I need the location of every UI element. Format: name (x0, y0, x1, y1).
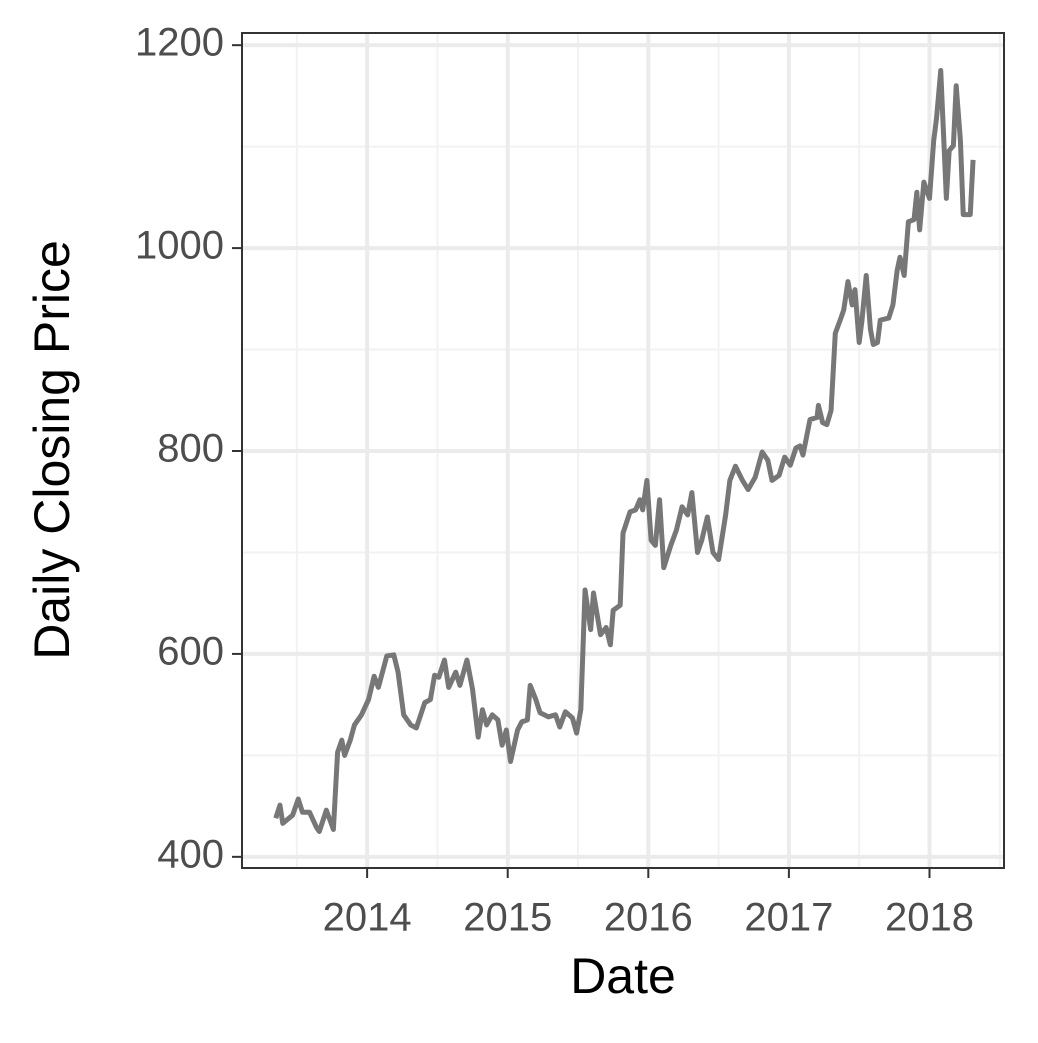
x-tick-label: 2016 (604, 896, 693, 940)
grid (242, 33, 1004, 868)
plot (273, 68, 976, 834)
x-tick-label: 2014 (323, 896, 412, 940)
y-tick-label: 1200 (135, 21, 224, 65)
y-tick-label: 400 (157, 832, 224, 876)
y-tick-label: 800 (157, 427, 224, 471)
price-line (273, 68, 976, 834)
x-tick-label: 2017 (744, 896, 833, 940)
x-axis-title: Date (570, 948, 676, 1004)
y-tick-label: 600 (157, 629, 224, 673)
x-tick-label: 2018 (885, 896, 974, 940)
y-axis-title: Daily Closing Price (24, 240, 80, 660)
y-tick-label: 1000 (135, 224, 224, 268)
x-tick-label: 2015 (463, 896, 552, 940)
